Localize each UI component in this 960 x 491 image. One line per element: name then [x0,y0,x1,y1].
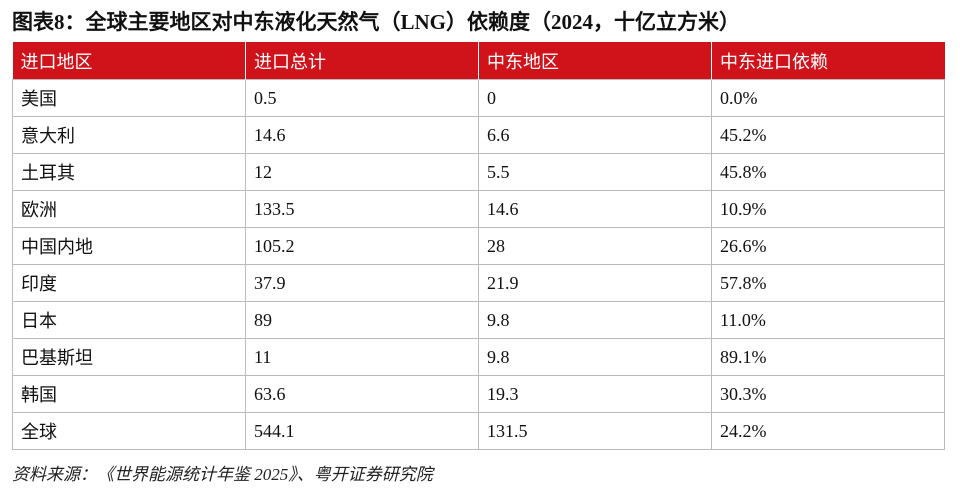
table-cell: 133.5 [245,190,479,228]
table-cell: 24.2% [711,412,945,450]
table-cell: 28 [478,227,712,265]
table-cell: 10.9% [711,190,945,228]
table-cell: 巴基斯坦 [12,338,246,376]
table-cell: 57.8% [711,264,945,302]
table-cell: 11 [245,338,479,376]
table-cell: 5.5 [478,153,712,191]
column-header: 进口地区 [12,42,246,80]
table-cell: 0.5 [245,79,479,117]
table-cell: 21.9 [478,264,712,302]
column-header: 进口总计 [245,42,479,80]
table-cell: 37.9 [245,264,479,302]
table-cell: 12 [245,153,479,191]
table-cell: 45.8% [711,153,945,191]
table-cell: 14.6 [478,190,712,228]
table-cell: 544.1 [245,412,479,450]
table-cell: 印度 [12,264,246,302]
table-cell: 45.2% [711,116,945,154]
table-row: 日本 89 9.8 11.0% [12,301,945,339]
table-row: 巴基斯坦 11 9.8 89.1% [12,338,945,376]
table-cell: 中国内地 [12,227,246,265]
table-cell: 全球 [12,412,246,450]
table-cell: 土耳其 [12,153,246,191]
table-cell: 26.6% [711,227,945,265]
table-row: 欧洲 133.5 14.6 10.9% [12,190,945,228]
table-row: 土耳其 12 5.5 45.8% [12,153,945,191]
table-cell: 11.0% [711,301,945,339]
table-cell: 30.3% [711,375,945,413]
table-cell: 9.8 [478,301,712,339]
table-cell: 14.6 [245,116,479,154]
table-row: 印度 37.9 21.9 57.8% [12,264,945,302]
table-cell: 0 [478,79,712,117]
table-cell: 意大利 [12,116,246,154]
data-table: 进口地区 进口总计 中东地区 中东进口依赖 美国 0.5 0 0.0% 意大利 14.6 6.6 4… [12,42,945,450]
table-row: 意大利 14.6 6.6 45.2% [12,116,945,154]
column-header: 中东地区 [478,42,712,80]
table-cell: 美国 [12,79,246,117]
table-cell: 0.0% [711,79,945,117]
table-cell: 韩国 [12,375,246,413]
table-cell: 6.6 [478,116,712,154]
table-cell: 63.6 [245,375,479,413]
source-note: 资料来源：《世界能源统计年鉴 2025》、粤开证券研究院 [12,465,433,484]
table-cell: 19.3 [478,375,712,413]
table-cell: 131.5 [478,412,712,450]
table-body: 美国 0.5 0 0.0% 意大利 14.6 6.6 45.2% 土耳其 12 5.5 45.8% 欧洲… [12,79,945,450]
table-cell: 欧洲 [12,190,246,228]
table-row: 韩国 63.6 19.3 30.3% [12,375,945,413]
table-cell: 日本 [12,301,246,339]
table-cell: 105.2 [245,227,479,265]
table-cell: 89.1% [711,338,945,376]
table-row: 美国 0.5 0 0.0% [12,79,945,117]
header-row: 进口地区 进口总计 中东地区 中东进口依赖 [12,42,945,80]
title: 图表8：全球主要地区对中东液化天然气（LNG）依赖度（2024，十亿立方米） [12,10,741,34]
table-row: 中国内地 105.2 28 26.6% [12,227,945,265]
table-cell: 89 [245,301,479,339]
column-header: 中东进口依赖 [711,42,945,80]
table-row: 全球 544.1 131.5 24.2% [12,412,945,450]
table-cell: 9.8 [478,338,712,376]
